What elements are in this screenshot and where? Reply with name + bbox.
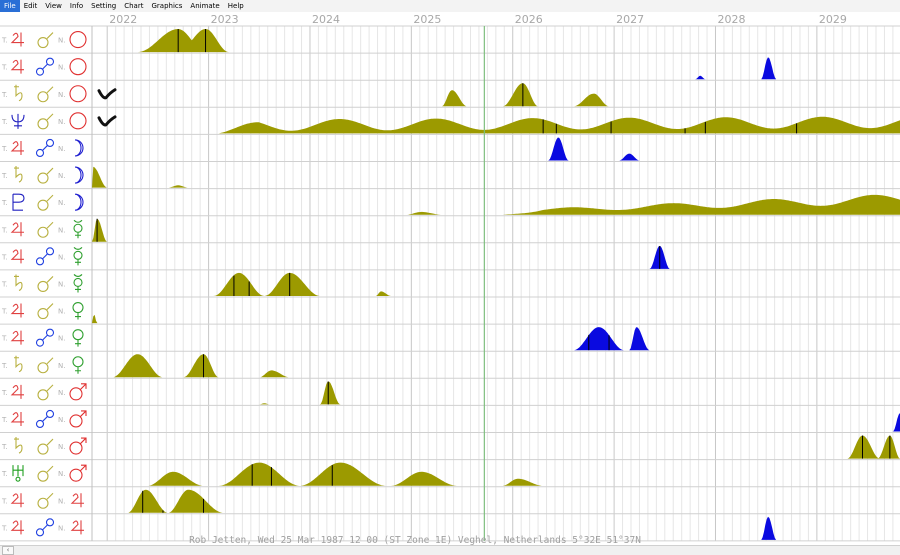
year-label: 2025 [413,13,441,26]
menu-chart[interactable]: Chart [124,2,144,10]
menu-edit[interactable]: Edit [23,2,38,10]
svg-text:N.: N. [58,497,65,505]
svg-text:T.: T. [1,443,8,451]
year-label: 2027 [616,13,644,26]
svg-text:N.: N. [58,470,65,478]
svg-text:N.: N. [58,524,65,532]
svg-text:T.: T. [1,470,8,478]
row-label: T. N. [1,30,87,49]
row-label: T. N. [1,409,87,429]
svg-text:N.: N. [58,443,65,451]
menu-file[interactable]: File [0,0,20,12]
row-label: T. N. [1,274,83,293]
status-bar [0,545,900,555]
svg-text:T.: T. [1,226,8,234]
year-label: 2023 [211,13,239,26]
transit-waves [92,29,900,540]
menu-animate[interactable]: Animate [190,2,220,10]
transit-wave [92,194,900,215]
svg-text:T.: T. [1,335,8,343]
svg-text:N.: N. [58,253,65,261]
svg-text:T.: T. [1,416,8,424]
menu-graphics[interactable]: Graphics [151,2,183,10]
transit-wave [92,116,900,134]
svg-text:N.: N. [58,362,65,370]
transit-wave [92,272,900,296]
aspect-labels: T. N. T. N. T. N. T. N. T. N. T. N. T. N. T. N. T. N. T. N.… [1,30,117,537]
transit-graph: T. N. T. N. T. N. T. N. T. N. T. N. T. N. T. N. T. N. T. N.… [0,13,900,546]
row-label: T. N. [1,437,87,455]
transit-wave [92,489,900,513]
svg-text:T.: T. [1,145,8,153]
menu-bar: File Edit View Info Setting Chart Graphics Anim… [0,0,900,12]
grid [0,25,900,542]
svg-text:T.: T. [1,524,8,532]
row-label: T. N. [1,518,84,537]
svg-text:N.: N. [58,416,65,424]
year-axis: 2022 2023 2024 2025 2026 2027 2028 2029 [109,13,847,26]
year-label: 2022 [109,13,137,26]
chart-footer: Rob Jetten, Wed 25 Mar 1987 12 00 (ST Zo… [189,535,641,546]
svg-text:T.: T. [1,389,8,397]
year-label: 2029 [819,13,847,26]
row-label: T. N. [1,84,117,103]
svg-text:N.: N. [58,118,65,126]
svg-text:T.: T. [1,308,8,316]
svg-text:N.: N. [58,145,65,153]
svg-text:T.: T. [1,362,8,370]
svg-text:T.: T. [1,497,8,505]
menu-help[interactable]: Help [227,2,244,10]
row-label: T. N. [1,193,84,211]
row-label: T. N. [1,301,84,320]
svg-text:T.: T. [1,37,8,45]
svg-text:T.: T. [1,91,8,99]
svg-text:N.: N. [58,335,65,343]
svg-text:N.: N. [58,64,65,72]
svg-text:N.: N. [58,389,65,397]
row-label: T. N. [1,57,87,76]
row-label: T. N. [1,112,117,130]
row-label: T. N. [1,166,84,184]
svg-text:T.: T. [1,118,8,126]
year-label: 2026 [515,13,543,26]
row-label: T. N. [1,492,84,509]
svg-text:T.: T. [1,172,8,180]
row-label: T. N. [1,138,84,157]
svg-text:T.: T. [1,253,8,261]
svg-text:N.: N. [58,199,65,207]
svg-text:N.: N. [58,308,65,316]
row-label: T. N. [1,383,87,401]
svg-text:N.: N. [58,91,65,99]
checkmark-icon [97,115,117,127]
svg-text:N.: N. [58,172,65,180]
year-label: 2024 [312,13,340,26]
checkmark-icon [97,88,117,100]
svg-text:N.: N. [58,226,65,234]
menu-view[interactable]: View [45,2,62,10]
svg-text:T.: T. [1,280,8,288]
menu-setting[interactable]: Setting [91,2,117,10]
year-label: 2028 [717,13,745,26]
svg-text:T.: T. [1,199,8,207]
svg-text:N.: N. [58,37,65,45]
row-label: T. N. [1,219,83,239]
svg-text:T.: T. [1,64,8,72]
transit-wave [92,462,900,486]
row-label: T. N. [1,355,84,374]
row-label: T. N. [1,328,84,347]
svg-text:N.: N. [58,280,65,288]
row-label: T. N. [1,246,83,266]
transit-wave [92,29,900,53]
row-label: T. N. [1,464,87,482]
menu-info[interactable]: Info [69,2,84,10]
